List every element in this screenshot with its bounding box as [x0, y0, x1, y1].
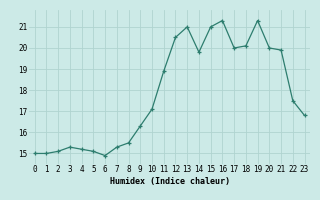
X-axis label: Humidex (Indice chaleur): Humidex (Indice chaleur)	[109, 177, 229, 186]
